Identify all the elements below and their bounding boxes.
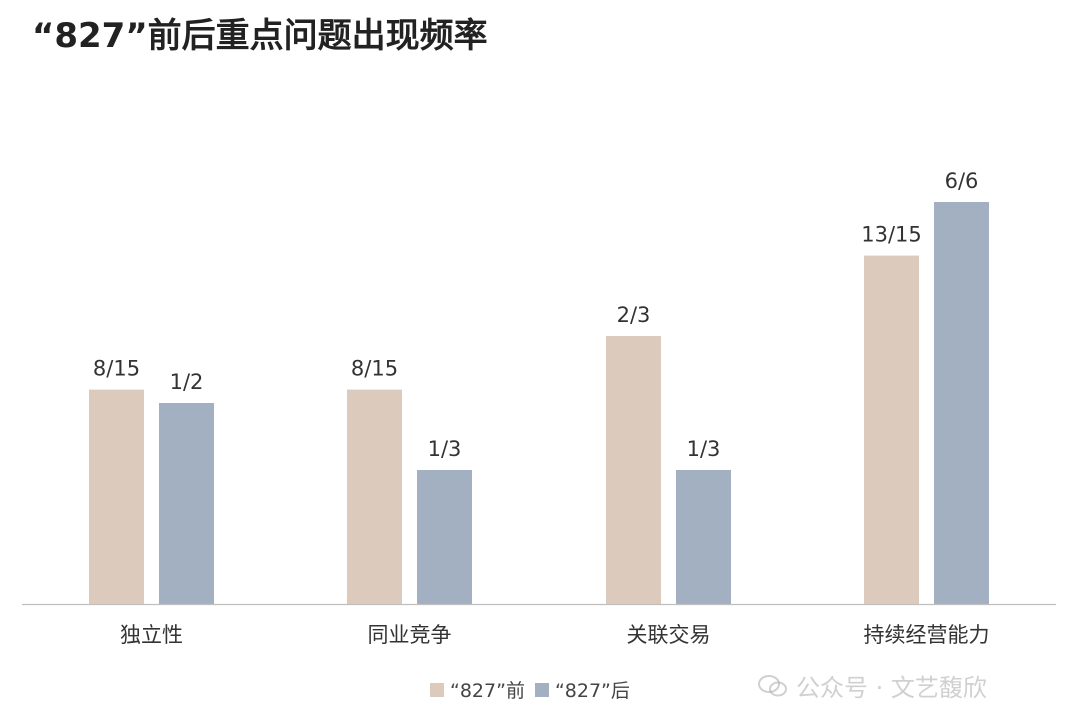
bar-before-4 <box>864 255 919 604</box>
bar-chart: 8/15 1/2 8/15 1/3 2/3 1/3 13/15 6/6 独立性 同业竞争 关联交易… <box>22 169 1056 647</box>
category-label-3: 关联交易 <box>627 623 711 647</box>
value-label-before-2: 8/15 <box>351 357 398 381</box>
series-after <box>159 202 989 604</box>
legend-swatch-after <box>534 682 549 697</box>
category-label-1: 独立性 <box>120 623 183 647</box>
value-label-before-3: 2/3 <box>617 303 651 327</box>
legend: “827”前 “827”后 <box>430 676 630 703</box>
category-label-4: 持续经营能力 <box>864 623 990 647</box>
value-label-after-1: 1/2 <box>170 370 204 394</box>
category-labels: 独立性 同业竞争 关联交易 持续经营能力 <box>120 623 990 647</box>
bar-after-4 <box>934 202 989 604</box>
legend-swatch-before <box>430 682 444 697</box>
bar-before-3 <box>606 335 661 604</box>
series-before <box>89 255 919 604</box>
wechat-icon <box>758 674 787 696</box>
watermark-text: 公众号 · 文艺馥欣 <box>796 674 987 702</box>
value-label-before-4: 13/15 <box>861 223 922 247</box>
bar-after-2 <box>417 470 472 604</box>
value-label-after-3: 1/3 <box>687 437 721 461</box>
category-label-2: 同业竞争 <box>368 623 452 647</box>
bar-after-1 <box>159 403 214 604</box>
bar-before-1 <box>89 389 144 604</box>
legend-label-before: “827”前 <box>450 680 525 702</box>
value-labels: 8/15 1/2 8/15 1/3 2/3 1/3 13/15 6/6 <box>93 169 978 461</box>
legend-item-after: “827”后 <box>534 676 630 703</box>
value-label-before-1: 8/15 <box>93 357 140 381</box>
legend-label-after: “827”后 <box>554 680 630 702</box>
bar-after-3 <box>676 470 731 604</box>
watermark: 公众号 · 文艺馥欣 <box>758 668 987 703</box>
value-label-after-2: 1/3 <box>428 437 462 461</box>
legend-item-before: “827”前 <box>430 676 525 703</box>
value-label-after-4: 6/6 <box>945 169 979 193</box>
bar-before-2 <box>347 389 402 604</box>
chart-title: “827”前后重点问题出现频率 <box>32 16 488 56</box>
